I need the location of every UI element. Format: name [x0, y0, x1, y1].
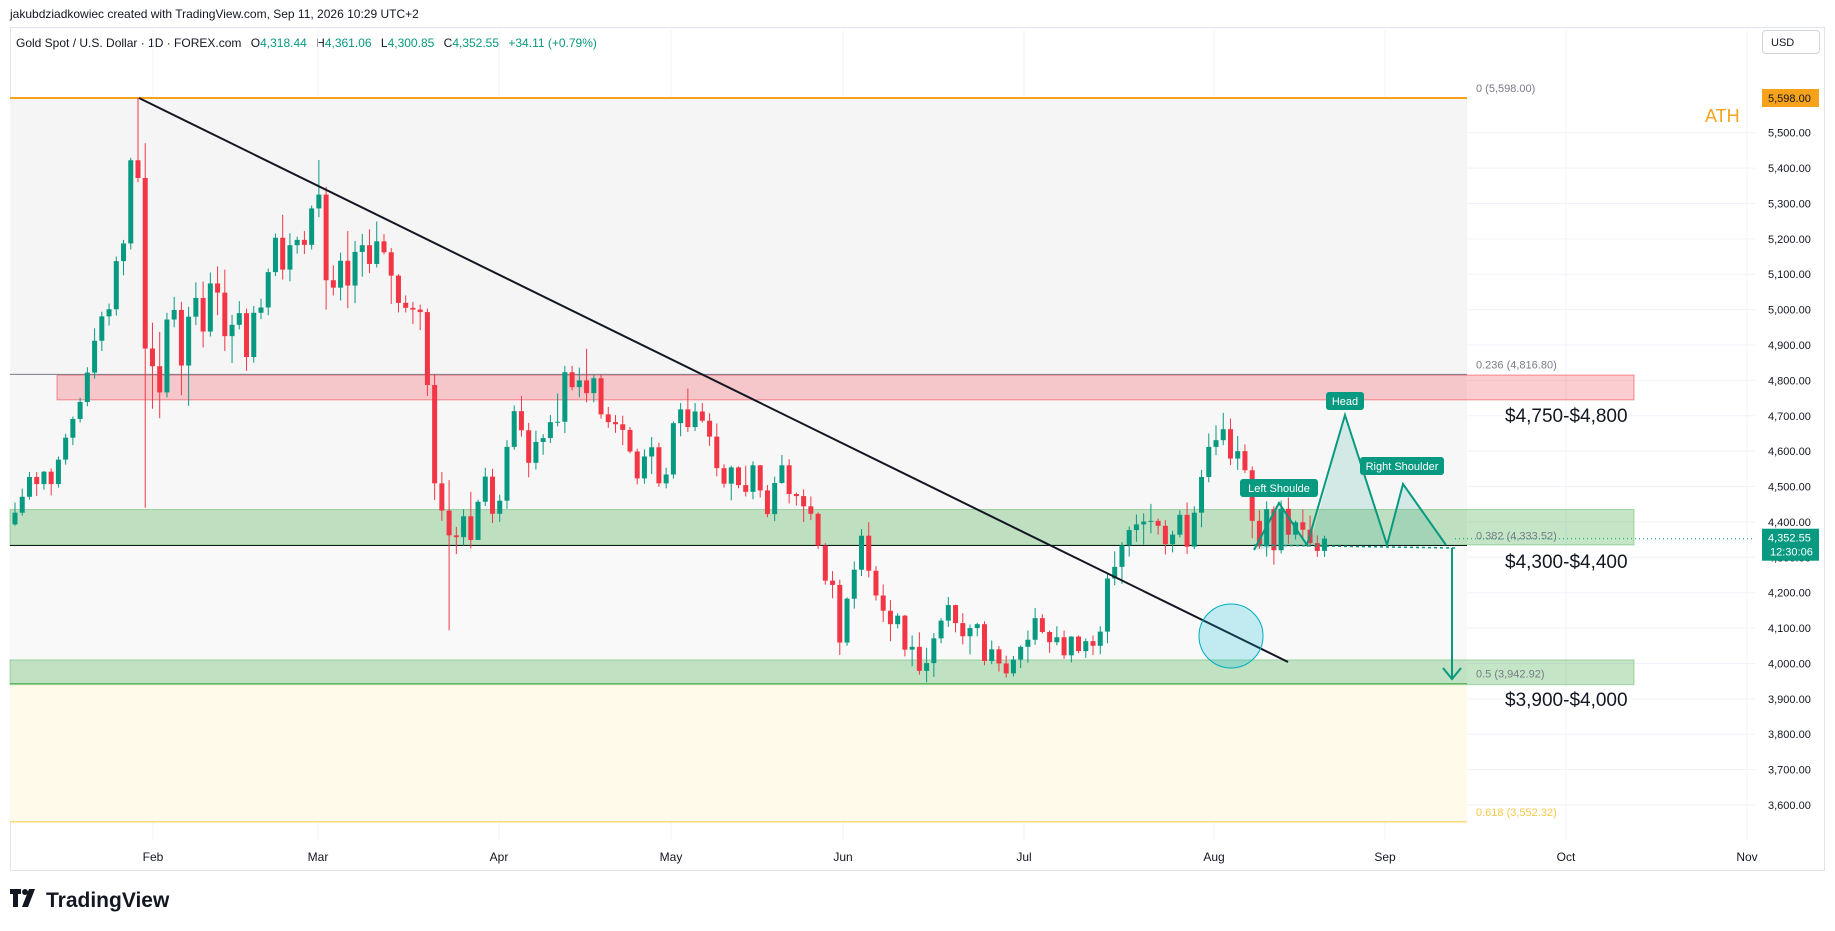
currency-button[interactable]: USD — [1762, 30, 1820, 54]
change-value: +34.11 (+0.79%) — [508, 36, 597, 50]
chart-frame — [10, 27, 1825, 871]
attribution-text: jakubdziadkowiec created with TradingVie… — [10, 7, 419, 21]
tradingview-logo-icon — [10, 889, 40, 913]
symbol-info-bar: Gold Spot / U.S. Dollar · 1D · FOREX.com… — [16, 36, 597, 50]
low-value: 4,300.85 — [387, 36, 435, 50]
low-label: L — [380, 36, 388, 50]
symbol-title[interactable]: Gold Spot / U.S. Dollar · 1D · FOREX.com — [16, 36, 242, 50]
high-value: 4,361.06 — [324, 36, 372, 50]
close-label: C — [443, 36, 453, 50]
open-label: O — [250, 36, 261, 50]
open-value: 4,318.44 — [260, 36, 307, 50]
high-label: H — [316, 36, 325, 50]
close-value: 4,352.55 — [452, 36, 500, 50]
tradingview-logo[interactable]: TradingView — [10, 889, 169, 913]
tradingview-logo-text: TradingView — [46, 889, 170, 912]
